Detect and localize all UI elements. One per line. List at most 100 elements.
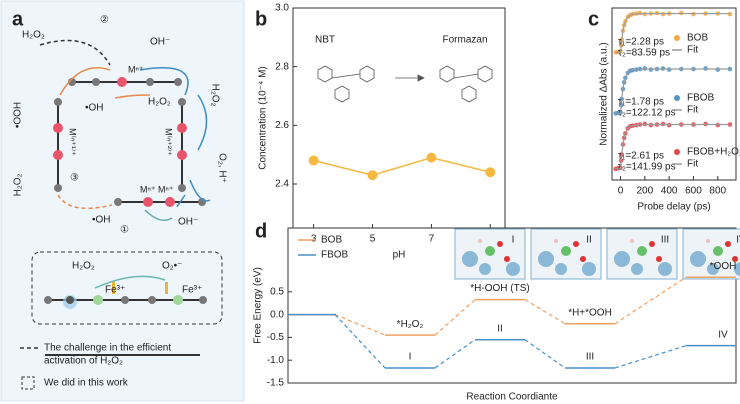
diagram-text: OH⁻ — [150, 37, 170, 48]
x-tick-label: 800 — [709, 186, 726, 197]
atom — [656, 256, 662, 262]
panel-label: a — [12, 8, 24, 30]
diagram-text: M⁽ⁿ⁺²⁾⁺ — [164, 128, 174, 156]
plot-frame — [611, 7, 737, 181]
connector — [524, 339, 566, 369]
atom — [725, 241, 731, 247]
atom — [734, 262, 740, 276]
diagram-text: Mⁿ⁺ — [128, 64, 144, 74]
level-label: *H₂O₂ — [397, 319, 424, 330]
fit-line — [615, 123, 730, 170]
inset-label: I — [512, 235, 515, 246]
diagram-text: Fe³⁺ — [105, 285, 125, 296]
level-label: *H+*OOH — [568, 307, 612, 318]
atom — [573, 241, 579, 247]
x-tick-label: 600 — [685, 186, 702, 197]
x-tick-label: 200 — [636, 186, 653, 197]
y-tick-label: 2.4 — [275, 179, 289, 190]
y-tick-label: -1.5 — [267, 378, 285, 389]
atom — [631, 263, 643, 275]
atom — [732, 256, 738, 262]
beads — [53, 77, 206, 207]
legend-swatch — [674, 149, 680, 155]
y-axis-label: Normalized ΔAbs (a.u.) — [599, 42, 610, 145]
atom — [707, 263, 719, 275]
point — [308, 155, 319, 166]
y-tick-label: 2.6 — [275, 120, 289, 131]
legend-label: Fit — [687, 45, 698, 56]
y-tick-label: 2.8 — [275, 61, 289, 72]
x-tick-label: 0 — [618, 186, 624, 197]
diagram-text: H₂O₂ — [22, 30, 45, 41]
y-tick-label: -0.5 — [267, 332, 285, 343]
annotation: NBT — [315, 35, 335, 46]
diagram-text: OH⁻ — [178, 217, 198, 228]
atom — [658, 262, 672, 276]
diagram-text: O₂, H⁺ — [216, 153, 227, 183]
x-axis-label: Reaction Coordiante — [466, 392, 558, 403]
legend-box — [21, 376, 35, 390]
inset-label: III — [661, 235, 669, 246]
connector — [614, 276, 687, 325]
legend-label: FBOB+H₂O₂ — [687, 147, 740, 158]
diagram-text: Mⁿ⁺ Mⁿ⁺ — [140, 184, 174, 194]
fit-line — [615, 12, 730, 53]
plot-frame — [287, 227, 737, 384]
atom — [706, 239, 710, 243]
atom — [630, 239, 634, 243]
diagram-text: •OH — [92, 215, 111, 226]
legend-label: BOB — [687, 33, 708, 44]
diagram-text: •OOH — [13, 102, 24, 128]
y-axis-label: Concentration (10⁻⁴ M) — [258, 66, 269, 170]
connector — [614, 345, 687, 369]
annotation: Formazan — [442, 35, 487, 46]
atom — [506, 262, 520, 276]
diagram-text: ② — [100, 15, 109, 26]
level-label: *H-OOH (TS) — [470, 283, 529, 294]
panel-label: d — [255, 220, 267, 242]
level-label: II — [497, 323, 503, 334]
annotation: τ₂=141.99 ps — [618, 162, 676, 173]
x-tick-label: 5 — [370, 234, 376, 245]
diagram-text: •OH — [85, 103, 104, 114]
level-label: I — [409, 352, 412, 363]
legend-swatch — [674, 35, 680, 41]
diagram-text: ① — [120, 225, 129, 236]
x-axis-label: pH — [393, 250, 406, 261]
annotation: τ₂=83.59 ps — [618, 48, 670, 59]
point — [637, 10, 643, 16]
annotation: τ₁=2.28 ps — [618, 37, 664, 48]
atom — [580, 256, 586, 262]
fit-line — [615, 68, 730, 115]
diagram-text: H₂O₂ — [13, 174, 24, 197]
level-label: III — [586, 352, 594, 363]
legend-label: Fit — [687, 159, 698, 170]
atom — [690, 251, 706, 267]
legend-label: Fit — [687, 105, 698, 116]
diagram-text: H₂O₂ — [209, 84, 220, 107]
atom — [504, 256, 510, 262]
atom — [554, 239, 558, 243]
chains — [45, 81, 205, 356]
x-tick-label: 7 — [429, 234, 435, 245]
legend-label: FBOB — [687, 93, 715, 104]
atom — [637, 246, 647, 256]
level-label: IV — [718, 329, 728, 340]
panel-label: c — [588, 8, 599, 30]
atom — [538, 251, 554, 267]
legend-label: FBOB — [321, 250, 349, 261]
annotation: τ₂=122.12 ps — [618, 108, 676, 119]
diagram-text: Fe³⁺ — [182, 285, 202, 296]
series-line — [313, 156, 491, 176]
connector — [434, 299, 476, 336]
atom — [713, 246, 723, 256]
diagram-text: activation of H₂O₂ — [44, 356, 123, 367]
point — [367, 170, 378, 181]
atom — [497, 241, 503, 247]
x-tick-label: 3 — [311, 234, 317, 245]
connector — [434, 339, 476, 369]
panel-a: a H₂O₂ ② OH⁻ — [0, 0, 245, 402]
legend-label: BOB — [321, 235, 342, 246]
connector — [334, 314, 386, 369]
